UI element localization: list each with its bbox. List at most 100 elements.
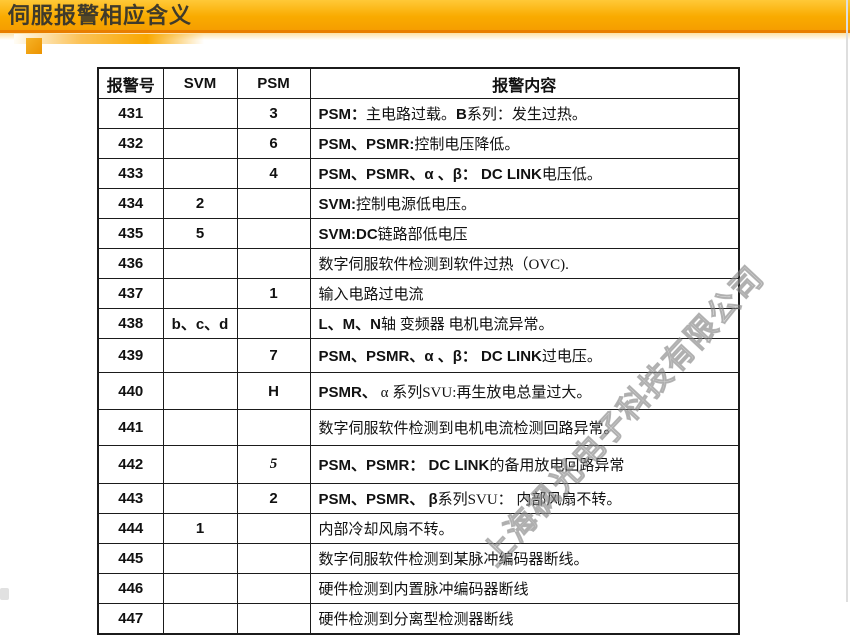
content-cell: PSM、PSMR： DC LINK的备用放电回路异常 [309,445,740,484]
table-row: 432 6 PSM、PSMR:控制电压降低。 [97,128,740,159]
psm-cell: 3 [236,98,311,129]
col-header-content: 报警内容 [309,67,740,99]
alarm-no-cell: 439 [97,338,164,373]
table-row: 436 数字伺服软件检测到软件过热（OVC). [97,248,740,279]
table-row: 438 b、c、d L、M、N轴 变频器 电机电流异常。 [97,308,740,339]
alarm-no-cell: 441 [97,409,164,446]
content-text-segment: 控制电压降低。 [414,137,520,153]
content-latin-segment: SVM:DC [318,226,378,243]
alarm-no-cell: 440 [97,372,164,410]
alarm-no-cell: 435 [97,218,164,249]
content-cell: SVM:DC链路部低电压 [309,218,740,249]
alarm-no-cell: 436 [97,248,164,279]
content-text-segment: 链路部低电压 [377,227,468,243]
svm-cell [162,278,238,309]
alarm-no-cell: 431 [97,98,164,129]
content-cell: 内部冷却风扇不转。 [309,513,740,544]
psm-cell [236,543,311,574]
table-row: 441 数字伺服软件检测到电机电流检测回路异常。 [97,409,740,446]
alarm-no-cell: 447 [97,603,164,635]
svm-cell [162,98,238,129]
svm-cell [162,372,238,410]
content-latin-segment: PSM、PSMR、α 、β： DC LINK [318,348,542,365]
psm-cell [236,188,311,219]
content-cell: PSM、PSMR、 β系列SVU： 内部风扇不转。 [309,483,740,514]
content-text-segment: 系列SVU： 内部风扇不转。 [437,492,622,508]
table-row: 446 硬件检测到内置脉冲编码器断线 [97,573,740,604]
table-row: 442 5 PSM、PSMR： DC LINK的备用放电回路异常 [97,445,740,484]
psm-cell [236,603,311,635]
col-header-psm: PSM [236,67,311,99]
svm-cell [162,483,238,514]
alarm-no-cell: 438 [97,308,164,339]
alarm-no-cell: 446 [97,573,164,604]
alarm-no-cell: 437 [97,278,164,309]
svm-cell [162,248,238,279]
psm-cell [236,409,311,446]
content-cell: PSM、PSMR、α 、β： DC LINK电压低。 [309,158,740,189]
content-latin-segment: PSM、PSMR、 β [318,491,438,508]
psm-cell [236,308,311,339]
psm-cell [236,573,311,604]
alarm-no-cell: 433 [97,158,164,189]
svm-cell [162,158,238,189]
page-edge-line [846,0,848,602]
content-text-segment: 硬件检测到分离型检测器断线 [318,612,514,628]
content-text-segment: α 系列SVU:再生放电总量过大。 [376,384,592,401]
content-text-segment: 过电压。 [541,349,602,365]
content-latin-segment: L、M、N [318,316,382,333]
content-text-segment: 数字伺服软件检测到电机电流检测回路异常。 [318,421,619,437]
psm-cell: 4 [236,158,311,189]
content-text-segment: 输入电路过电流 [318,287,424,303]
alarm-no-cell: 432 [97,128,164,159]
psm-cell [236,513,311,544]
content-text-segment: 硬件检测到内置脉冲编码器断线 [318,582,529,598]
content-latin-segment: PSMR、 [318,383,377,401]
svm-cell [162,573,238,604]
psm-cell: 5 [236,445,311,484]
banner-accent-strip [14,34,204,44]
content-text-segment: 主电路过载。 [366,107,457,123]
content-latin-segment: PSM、PSMR、α 、β： DC LINK [318,166,542,183]
svm-cell: 2 [162,188,238,219]
alarm-no-cell: 434 [97,188,164,219]
scan-smudge [0,588,9,600]
psm-cell: H [236,372,311,410]
alarm-no-cell: 442 [97,445,164,484]
svm-cell: b、c、d [162,308,238,339]
content-text-segment: 数字伺服软件检测到某脉冲编码器断线。 [318,552,589,568]
col-header-svm: SVM [162,67,238,99]
table-row: 437 1 输入电路过电流 [97,278,740,309]
table-row: 445 数字伺服软件检测到某脉冲编码器断线。 [97,543,740,574]
content-latin-segment: PSM： [318,106,367,123]
psm-cell: 6 [236,128,311,159]
content-text-segment: 电压低。 [541,167,602,183]
content-latin-segment: PSM、PSMR: [318,136,415,153]
content-latin-segment: SVM: [318,196,357,213]
banner-accent-square [26,38,42,54]
psm-cell [236,218,311,249]
table-row: 439 7 PSM、PSMR、α 、β： DC LINK过电压。 [97,338,740,373]
svm-cell: 5 [162,218,238,249]
content-text-segment: 数字伺服软件检测到软件过热（OVC). [318,257,569,273]
content-cell: 数字伺服软件检测到某脉冲编码器断线。 [309,543,740,574]
alarm-no-cell: 444 [97,513,164,544]
content-text-segment: 内部冷却风扇不转。 [318,522,454,538]
table-row: 431 3 PSM：主电路过载。B系列：发生过热。 [97,98,740,129]
content-text-segment: 的备用放电回路异常 [489,458,625,474]
psm-cell: 7 [236,338,311,373]
content-text-segment: 控制电源低电压。 [356,197,477,213]
psm-cell: 2 [236,483,311,514]
content-cell: L、M、N轴 变频器 电机电流异常。 [309,308,740,339]
content-text-segment: 系列：发生过热。 [466,107,587,123]
table-row: 434 2 SVM:控制电源低电压。 [97,188,740,219]
content-latin-segment: B [456,106,467,123]
col-header-alarm-no: 报警号 [97,67,164,99]
alarm-table: 报警号 SVM PSM 报警内容 431 3 PSM：主电路过载。B系列：发生过热。… [97,67,740,635]
table-row: 435 5 SVM:DC链路部低电压 [97,218,740,249]
content-cell: PSMR、 α 系列SVU:再生放电总量过大。 [309,372,740,410]
page-title: 伺服报警相应含义 [8,3,193,28]
content-cell: 硬件检测到分离型检测器断线 [309,603,740,635]
content-cell: PSM、PSMR、α 、β： DC LINK过电压。 [309,338,740,373]
title-banner: 伺服报警相应含义 [0,0,850,33]
